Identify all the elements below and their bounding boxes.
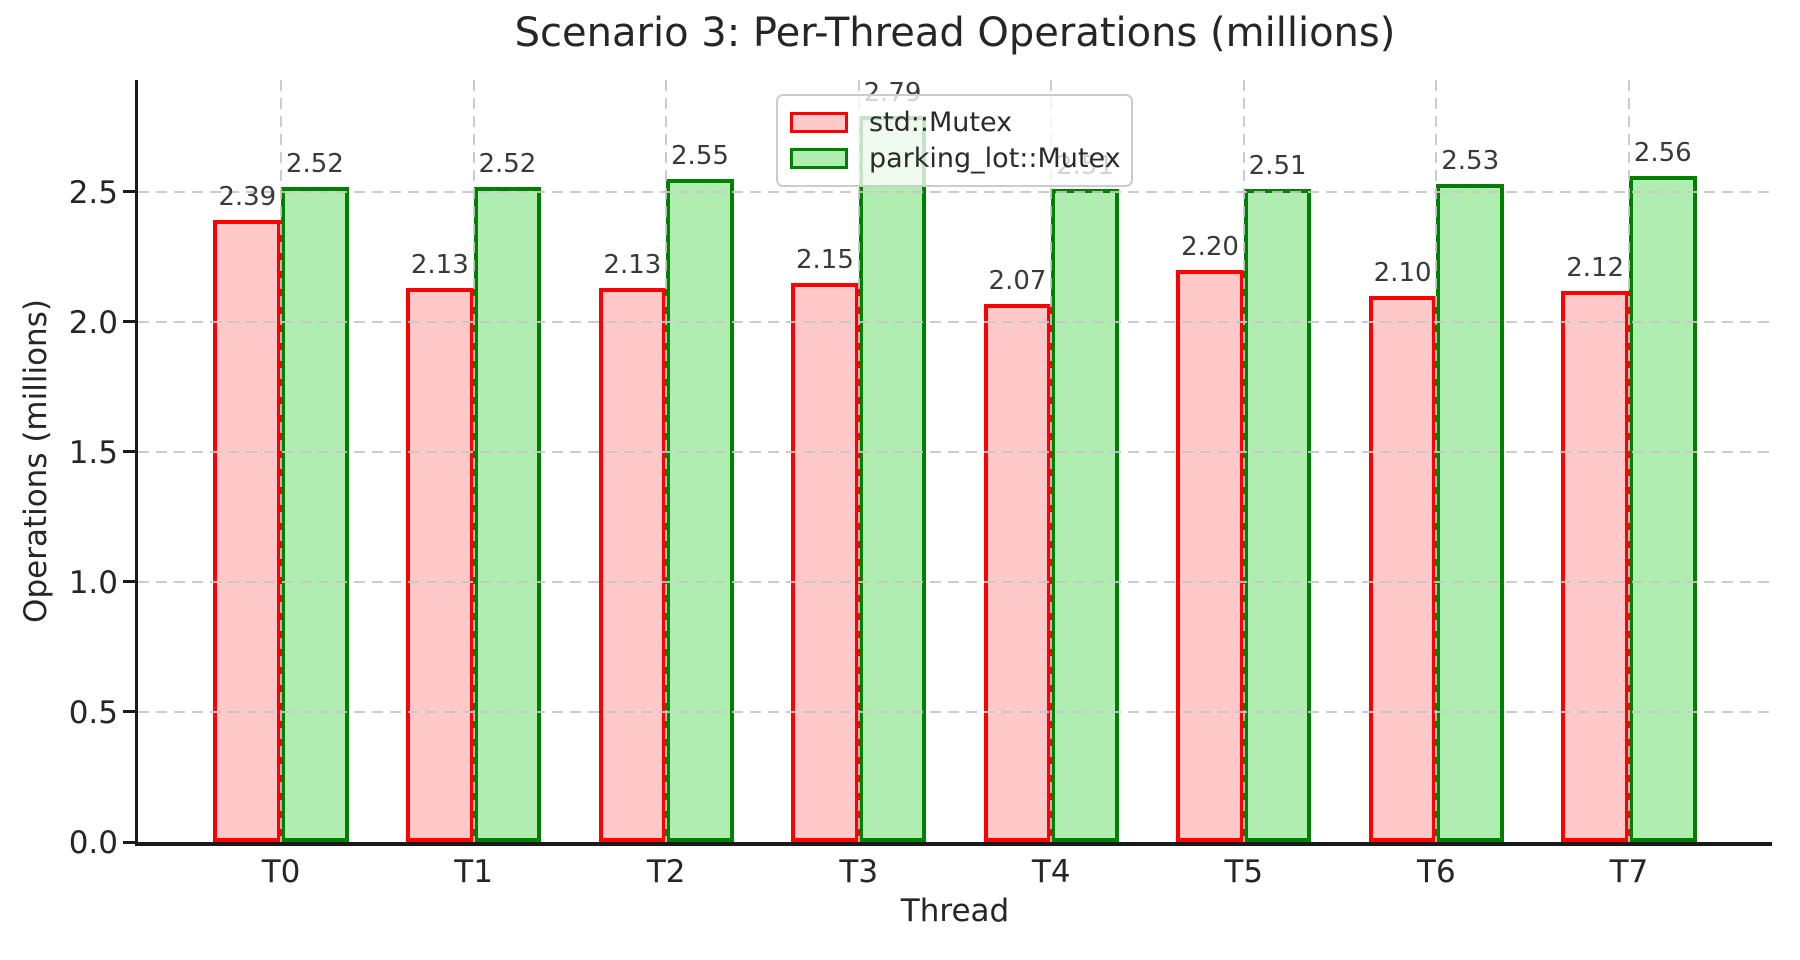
gridline-vertical: [472, 80, 475, 842]
y-tick-mark: [122, 450, 135, 454]
bar-parking-lot-mutex-T0: [281, 186, 349, 842]
bar-value-label: 2.07: [988, 265, 1047, 296]
y-axis-label: Operations (millions): [18, 299, 54, 623]
bar-value-label: 2.13: [410, 250, 469, 281]
y-tick-mark: [122, 580, 135, 584]
bar-parking-lot-mutex-T7: [1628, 176, 1697, 842]
bar-value-label: 2.55: [671, 140, 729, 171]
bar-value-label: 2.20: [1181, 231, 1239, 262]
x-tick-label: T4: [1031, 854, 1071, 890]
bar-parking-lot-mutex-T6: [1436, 184, 1504, 842]
x-tick-label: T7: [1609, 854, 1649, 890]
bar-value-label: 2.56: [1633, 138, 1692, 169]
bar-value-label: 2.52: [478, 148, 537, 179]
bar-parking-lot-mutex-T2: [666, 178, 734, 842]
y-tick-label: 1.0: [68, 564, 118, 601]
legend-swatch-parking-lot-mutex: [790, 147, 848, 169]
gridline-horizontal: [138, 450, 1772, 453]
legend: std::Mutex parking_lot::Mutex: [776, 94, 1133, 187]
y-tick-mark: [122, 190, 135, 194]
legend-label-parking-lot-mutex: parking_lot::Mutex: [869, 142, 1121, 174]
bar-value-label: 2.51: [1248, 151, 1307, 182]
gridline-vertical: [1242, 80, 1245, 842]
y-tick-label: 0.0: [68, 825, 118, 861]
gridline-horizontal: [138, 190, 1772, 193]
gridline-vertical: [857, 80, 860, 842]
bar-std-mutex-T1: [406, 288, 474, 842]
gridline-horizontal: [138, 710, 1772, 713]
legend-label-std-mutex: std::Mutex: [869, 107, 1013, 139]
x-tick-label: T2: [646, 854, 686, 890]
x-tick-label: T3: [839, 854, 879, 890]
x-axis-spine: [134, 842, 1772, 846]
x-tick-label: T0: [261, 854, 301, 890]
bar-value-label: 2.12: [1566, 252, 1625, 283]
legend-item-std-mutex: std::Mutex: [790, 107, 1119, 138]
bar-parking-lot-mutex-T5: [1243, 189, 1312, 842]
bar-parking-lot-mutex-T1: [473, 186, 542, 842]
bar-value-label: 2.13: [603, 250, 662, 281]
legend-swatch-std-mutex: [790, 112, 848, 134]
bar-value-label: 2.52: [285, 148, 344, 179]
bar-std-mutex-T4: [983, 303, 1052, 842]
bar-std-mutex-T6: [1368, 295, 1437, 842]
x-tick-label: T5: [1224, 854, 1264, 890]
bar-std-mutex-T3: [791, 282, 859, 842]
x-tick-label: T6: [1417, 854, 1456, 890]
y-tick-label: 2.5: [68, 174, 118, 211]
x-axis-label: Thread: [900, 893, 1010, 929]
gridline-horizontal: [138, 580, 1772, 583]
gridline-vertical: [1050, 80, 1053, 842]
bar-std-mutex-T2: [598, 288, 667, 842]
bar-std-mutex-T5: [1176, 269, 1244, 842]
gridline-horizontal: [138, 320, 1772, 323]
gridline-vertical: [665, 80, 668, 842]
bar-value-label: 2.10: [1373, 257, 1432, 288]
y-tick-label: 1.5: [68, 434, 118, 471]
x-tick-label: T1: [454, 854, 493, 890]
gridline-vertical: [1627, 80, 1630, 842]
bar-parking-lot-mutex-T3: [858, 116, 927, 842]
y-tick-mark: [122, 840, 135, 844]
y-tick-mark: [122, 710, 135, 714]
bar-std-mutex-T7: [1561, 290, 1629, 842]
legend-item-parking-lot-mutex: parking_lot::Mutex: [790, 142, 1121, 174]
bar-std-mutex-T0: [213, 220, 282, 842]
bar-value-label: 2.53: [1441, 146, 1500, 177]
y-tick-label: 0.5: [68, 694, 118, 731]
gridline-vertical: [1435, 80, 1438, 842]
y-axis-spine: [134, 80, 138, 846]
chart-title: Scenario 3: Per-Thread Operations (milli…: [514, 10, 1396, 56]
bar-value-label: 2.15: [795, 244, 854, 275]
y-tick-label: 2.0: [68, 304, 118, 341]
bar-value-label: 2.39: [218, 182, 277, 213]
bar-parking-lot-mutex-T4: [1051, 189, 1119, 842]
y-tick-mark: [122, 320, 135, 324]
gridline-vertical: [280, 80, 283, 842]
